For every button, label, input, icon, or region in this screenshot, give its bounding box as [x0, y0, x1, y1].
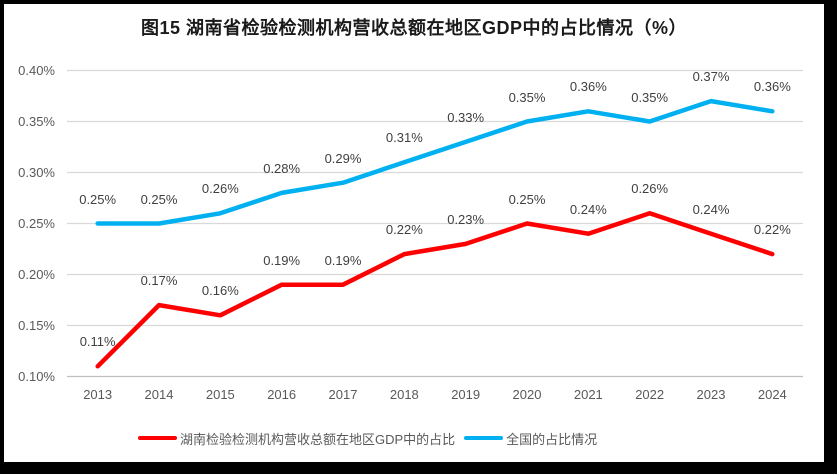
- x-tick-label: 2013: [83, 387, 113, 402]
- x-tick-label: 2023: [696, 387, 726, 402]
- y-tick-label: 0.10%: [18, 368, 55, 384]
- data-label: 0.19%: [324, 252, 362, 268]
- data-label: 0.16%: [201, 283, 239, 299]
- legend-label-national: 全国的占比情况: [506, 431, 598, 447]
- data-label: 0.31%: [385, 130, 423, 146]
- data-label: 0.28%: [263, 160, 301, 176]
- data-label: 0.22%: [753, 222, 791, 238]
- data-label: 0.35%: [508, 89, 546, 105]
- legend-label-hunan: 湖南检验检测机构营收总额在地区GDP中的占比: [180, 431, 456, 447]
- x-tick-label: 2022: [635, 387, 665, 402]
- x-tick-label: 2024: [757, 387, 787, 402]
- data-label: 0.26%: [201, 181, 239, 197]
- y-tick-label: 0.40%: [18, 62, 55, 78]
- data-label: 0.22%: [385, 222, 423, 238]
- data-label: 0.29%: [324, 150, 362, 166]
- chart-canvas: 图15 湖南省检验检测机构营收总额在地区GDP中的占比情况（%） 0.10% 0.…: [4, 4, 824, 462]
- x-tick-label: 2021: [573, 387, 603, 402]
- legend-line-swatch-hunan: [138, 436, 177, 440]
- legend: 湖南检验检测机构营收总额在地区GDP中的占比 全国的占比情况: [138, 429, 597, 447]
- y-tick-label: 0.25%: [18, 215, 55, 231]
- data-label: 0.25%: [140, 191, 178, 207]
- x-tick-label: 2019: [451, 387, 481, 402]
- plot-area: [67, 69, 803, 378]
- x-tick-label: 2014: [144, 387, 174, 402]
- data-label: 0.37%: [692, 69, 730, 85]
- series-line-0: [95, 211, 775, 369]
- data-label: 0.25%: [79, 191, 117, 207]
- data-label: 0.23%: [447, 211, 485, 227]
- data-label: 0.19%: [263, 252, 301, 268]
- x-tick-label: 2017: [328, 387, 358, 402]
- chart-title: 图15 湖南省检验检测机构营收总额在地区GDP中的占比情况（%）: [140, 18, 688, 38]
- data-label: 0.17%: [140, 273, 178, 289]
- y-tick-label: 0.30%: [18, 164, 55, 180]
- y-tick-label: 0.20%: [18, 266, 55, 282]
- data-label: 0.24%: [692, 201, 730, 217]
- y-tick-label: 0.35%: [18, 113, 55, 129]
- x-tick-label: 2015: [205, 387, 235, 402]
- x-tick-label: 2020: [512, 387, 542, 402]
- y-tick-label: 0.15%: [18, 317, 55, 333]
- data-label: 0.36%: [569, 79, 607, 95]
- series-line-1: [95, 98, 775, 226]
- data-label: 0.11%: [79, 334, 116, 350]
- data-label: 0.36%: [753, 79, 791, 95]
- data-label: 0.24%: [569, 201, 607, 217]
- data-label: 0.25%: [508, 191, 546, 207]
- x-tick-label: 2018: [389, 387, 419, 402]
- data-label: 0.33%: [447, 109, 485, 125]
- legend-line-swatch-national: [464, 436, 504, 440]
- data-label: 0.26%: [631, 181, 669, 197]
- x-tick-label: 2016: [267, 387, 297, 402]
- data-label: 0.35%: [631, 89, 669, 105]
